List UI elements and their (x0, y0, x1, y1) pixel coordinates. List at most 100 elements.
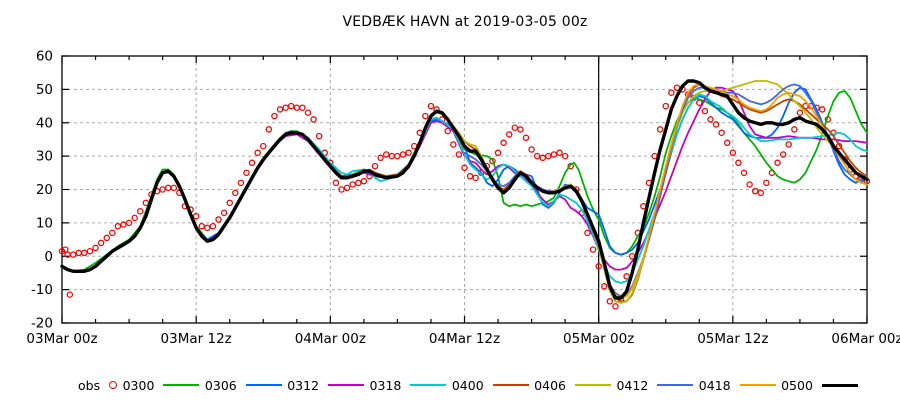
obs-point (131, 214, 138, 222)
obs-point (517, 126, 524, 133)
obs-point (92, 244, 99, 252)
x-tick-label: 05Mar 00z (563, 331, 634, 347)
obs-point (170, 184, 178, 192)
obs-point (500, 139, 507, 147)
series-0406 (396, 80, 868, 304)
legend-label-obs: obs (78, 377, 101, 393)
obs-point (757, 189, 765, 197)
obs-point (595, 263, 602, 270)
y-tick-label: 60 (36, 49, 53, 65)
obs-point (584, 229, 591, 237)
legend-line-swatch (657, 384, 694, 386)
obs-point (668, 89, 675, 96)
obs-point (349, 181, 356, 188)
obs-point (377, 154, 384, 162)
obs-point (382, 151, 390, 158)
legend-label-0312: 0312 (287, 377, 320, 393)
obs-point (819, 106, 826, 113)
obs-point (539, 154, 547, 162)
y-tick-label: -10 (31, 282, 53, 298)
obs-point (505, 131, 513, 138)
legend-label-0318: 0318 (369, 377, 402, 393)
obs-point (338, 186, 345, 193)
obs-point (69, 251, 77, 258)
legend-item-0412: 0412 (616, 377, 694, 393)
obs-point (422, 112, 429, 120)
obs-point (494, 149, 502, 157)
obs-point (343, 184, 351, 192)
obs-point (662, 102, 670, 110)
obs-point (198, 222, 206, 230)
obs-point (304, 109, 312, 116)
obs-point (103, 234, 110, 242)
legend-line-swatch (739, 384, 776, 386)
obs-point (522, 134, 530, 142)
obs-point (746, 181, 753, 188)
obs-point (450, 141, 457, 148)
y-tick-label: 50 (36, 82, 53, 98)
chart-title: VEDBÆK HAVN at 2019-03-05 00z (342, 14, 588, 30)
obs-point (310, 116, 317, 123)
obs-point (751, 187, 759, 195)
obs-point (511, 124, 519, 132)
obs-point (427, 102, 435, 110)
obs-point (707, 116, 714, 123)
obs-point (785, 141, 792, 148)
obs-point (271, 112, 278, 120)
obs-point (735, 159, 742, 167)
legend-item-0300: 0300 (123, 378, 200, 393)
obs-point (601, 283, 608, 290)
obs-point (293, 104, 301, 111)
y-tick-label: 0 (44, 249, 53, 265)
x-tick-label: 04Mar 00z (295, 331, 366, 347)
series-0418 (530, 83, 868, 299)
obs-point (371, 162, 379, 170)
series-0312 (195, 86, 868, 271)
legend-item-obs: obs (78, 377, 118, 393)
legend-line-swatch (163, 384, 200, 386)
legend-item-0312: 0312 (287, 377, 365, 393)
x-tick-label: 03Mar 00z (26, 331, 97, 347)
legend-item-0500: 0500 (781, 378, 858, 393)
obs-point (226, 199, 233, 207)
obs-point (533, 152, 541, 160)
obs-point (774, 159, 781, 167)
obs-point (723, 139, 731, 147)
legend-label-0400: 0400 (451, 377, 484, 393)
obs-point (86, 247, 94, 255)
obs-point (315, 132, 323, 140)
obs-point (254, 149, 261, 157)
obs-point (394, 152, 401, 160)
obs-point (120, 221, 127, 228)
series-0306 (128, 86, 868, 256)
obs-point (287, 102, 295, 110)
x-tick-label: 06Mar 00z (831, 331, 900, 347)
legend-line-swatch (245, 384, 282, 386)
obs-point (360, 177, 368, 185)
obs-point (561, 152, 569, 160)
obs-point (712, 121, 720, 128)
obs-point (796, 109, 804, 116)
obs-point (159, 186, 166, 193)
obs-point (779, 151, 787, 158)
obs-point (75, 249, 83, 257)
obs-point (355, 179, 362, 187)
legend-label-0406: 0406 (534, 377, 566, 393)
legend-line-swatch (492, 384, 529, 386)
obs-point (455, 151, 463, 158)
obs-point (763, 179, 770, 187)
legend-line-swatch (821, 383, 858, 387)
obs-point (248, 159, 256, 167)
obs-point (556, 149, 563, 157)
legend-label-0300: 0300 (122, 377, 155, 393)
obs-point (405, 149, 412, 157)
legend-label-0412: 0412 (616, 377, 649, 393)
legend-item-0406: 0406 (534, 378, 611, 393)
obs-point (209, 222, 217, 230)
x-tick-label: 04Mar 12z (429, 331, 500, 347)
legend-item-0418: 0418 (699, 378, 776, 393)
series-0500 (60, 79, 869, 300)
obs-point (729, 149, 737, 157)
obs-point (259, 142, 267, 150)
